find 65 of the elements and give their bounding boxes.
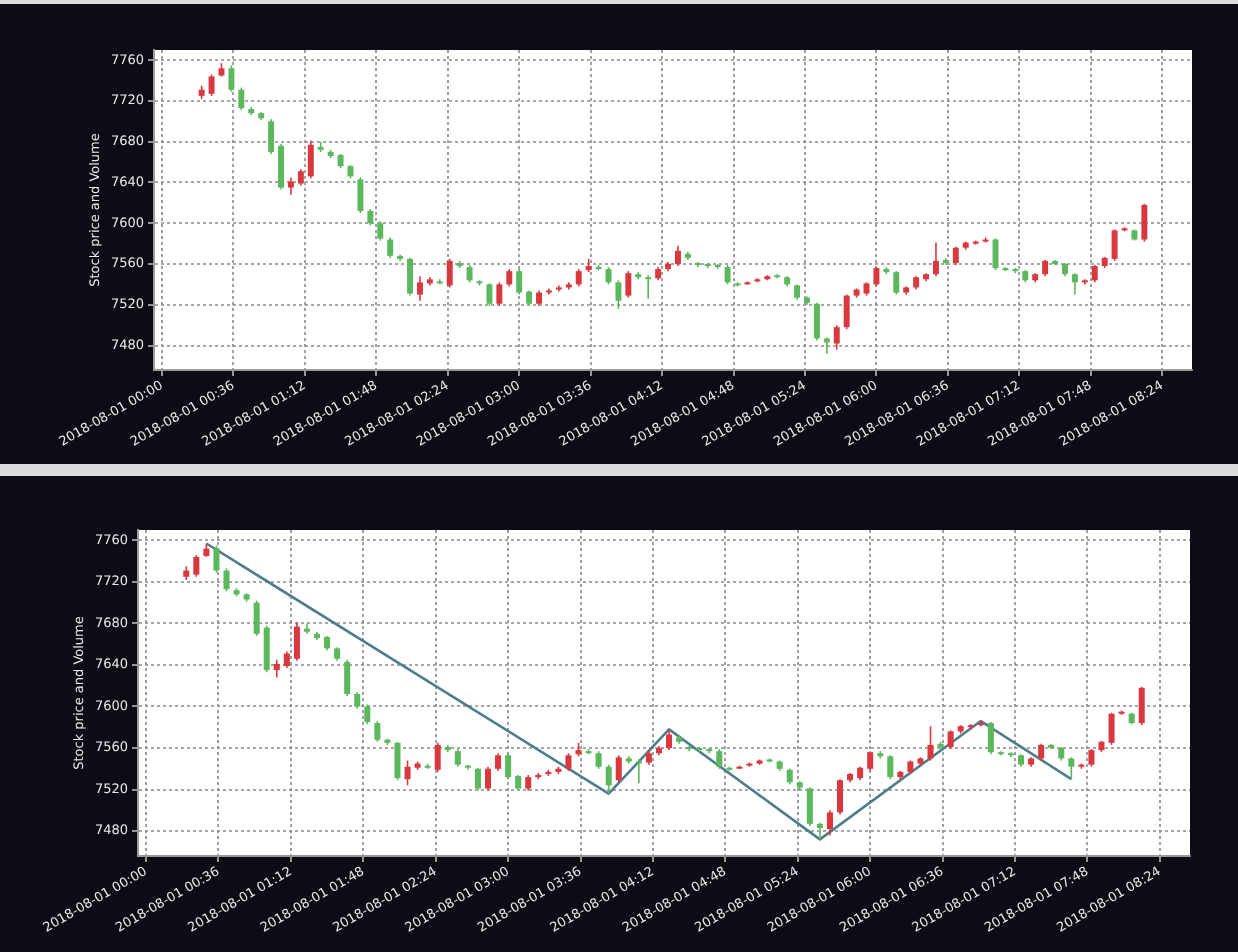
candlestick [404,759,411,787]
candlestick [486,282,493,307]
candlestick [545,287,552,296]
candlestick [474,766,481,792]
candlestick [228,64,235,93]
candlestick [505,752,512,780]
candlestick [927,725,934,762]
candlestick [1138,685,1145,726]
candlestick [952,245,959,266]
candlestick [484,765,492,792]
candlestick [724,264,731,286]
candlestick [263,624,270,674]
candlestick [826,809,833,837]
candlestick [394,741,401,782]
candlestick [268,118,275,155]
candlestick [987,721,994,756]
candlestick [293,621,300,662]
candlestick [193,554,200,578]
candlestick [1108,711,1115,746]
candlestick [933,241,939,278]
candlestick [364,703,371,725]
candlestick [374,720,381,743]
candlestick [253,599,260,637]
candlestick [615,754,622,784]
candlestick [1068,756,1075,780]
candlestick [278,142,284,191]
candlestick [223,567,230,593]
candlestick [806,786,813,827]
candlestick [605,763,612,795]
candlestick [823,336,830,355]
candlestick [1111,228,1118,262]
candlestick [833,324,840,351]
candlestick [887,754,894,780]
candlestick [947,729,954,750]
candlestick [893,270,900,296]
candlestick [208,73,215,97]
candlestick [496,281,503,307]
candlestick [836,778,844,816]
candlestick [843,293,850,331]
candlestick [1141,203,1148,243]
candlestick [615,279,622,310]
candlestick [238,86,245,111]
candlestick [446,258,453,289]
candlestick [303,622,310,635]
candlestick [357,176,364,214]
candlestick [407,257,413,297]
candlestick [213,544,220,574]
candlestick [635,758,642,785]
candlestick [645,274,652,300]
candlestick [555,284,562,293]
candlestick [387,236,394,259]
candlestick [813,301,820,342]
candlestick [416,275,423,302]
candlestick [377,220,384,242]
candlestick [625,270,632,299]
candlestick [867,750,874,772]
candlestick [434,742,441,773]
candlestick [344,658,351,697]
candlestick [516,268,523,296]
candlestick [1071,272,1078,296]
candlestick [674,244,681,267]
candlestick [716,748,723,770]
candlestick [307,139,314,180]
candlestick [666,728,673,751]
candlestick [873,266,880,288]
